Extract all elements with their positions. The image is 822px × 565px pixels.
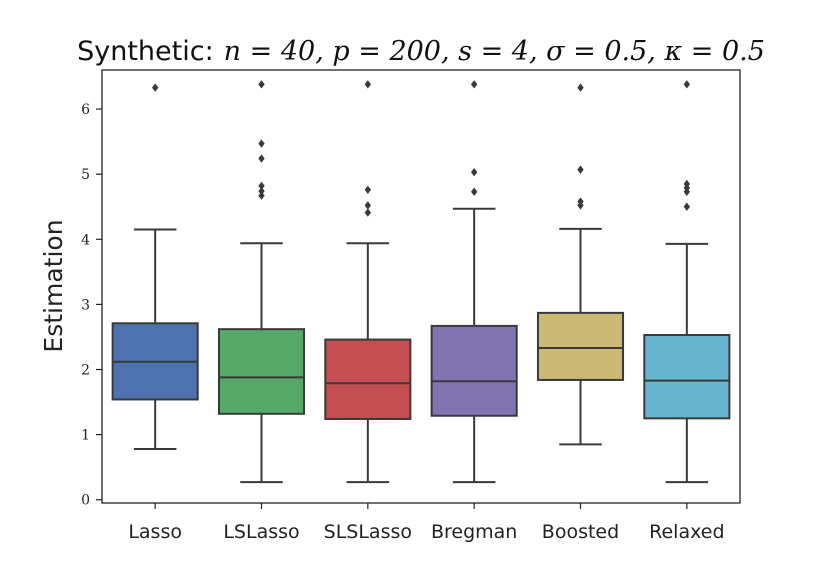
outlier-point bbox=[577, 83, 584, 92]
x-tick-label: SLSLasso bbox=[324, 521, 412, 543]
outlier-point bbox=[683, 187, 691, 196]
outlier-point bbox=[470, 168, 478, 177]
x-tick-label: Relaxed bbox=[649, 521, 724, 543]
outlier-point bbox=[364, 201, 372, 210]
outlier-point bbox=[258, 139, 265, 148]
outlier-point bbox=[258, 181, 265, 191]
x-tick-label: Lasso bbox=[128, 521, 182, 543]
box-relaxed bbox=[643, 334, 731, 420]
chart-title: Synthetic: n = 40, p = 200, s = 4, σ = 0.… bbox=[77, 36, 765, 67]
outlier-point bbox=[683, 202, 691, 211]
y-tick-label: 2 bbox=[81, 363, 90, 379]
outlier-point bbox=[258, 154, 265, 163]
box-lslasso bbox=[217, 328, 306, 415]
outlier-point bbox=[364, 80, 372, 89]
x-tick-label: Boosted bbox=[542, 521, 619, 543]
outlier-point bbox=[683, 80, 691, 89]
box-boosted bbox=[536, 311, 625, 381]
x-tick-label: Bregman bbox=[431, 521, 517, 543]
outlier-point bbox=[258, 80, 265, 89]
y-tick-label: 5 bbox=[81, 167, 90, 183]
x-tick-label: LSLasso bbox=[223, 521, 299, 543]
outlier-point bbox=[364, 185, 372, 195]
outlier-point bbox=[470, 187, 478, 196]
outlier-point bbox=[151, 83, 159, 92]
y-tick-label: 0 bbox=[81, 493, 90, 509]
outlier-point bbox=[577, 201, 584, 210]
y-tick-label: 6 bbox=[81, 102, 90, 118]
y-tick-label: 1 bbox=[81, 428, 90, 444]
chart-title-math: n = 40, p = 200, s = 4, σ = 0.5, κ = 0.5 bbox=[224, 36, 765, 67]
chart-title-prefix: Synthetic: bbox=[77, 36, 214, 67]
box-bregman bbox=[430, 324, 518, 417]
outlier-point bbox=[258, 186, 265, 196]
outlier-point bbox=[470, 80, 478, 89]
plot-area: 0 1 2 3 4 5 6 Lasso LSLasso SLSLasso Bregman Booste… bbox=[81, 69, 741, 543]
y-axis-label: Estimation bbox=[39, 219, 68, 352]
outlier-point bbox=[577, 165, 584, 174]
box-slslasso bbox=[324, 338, 412, 421]
y-tick-label: 3 bbox=[81, 297, 90, 313]
outlier-point bbox=[364, 208, 372, 217]
y-tick-label: 4 bbox=[81, 232, 90, 248]
outlier-point bbox=[258, 191, 265, 200]
axes-frame bbox=[101, 69, 741, 504]
